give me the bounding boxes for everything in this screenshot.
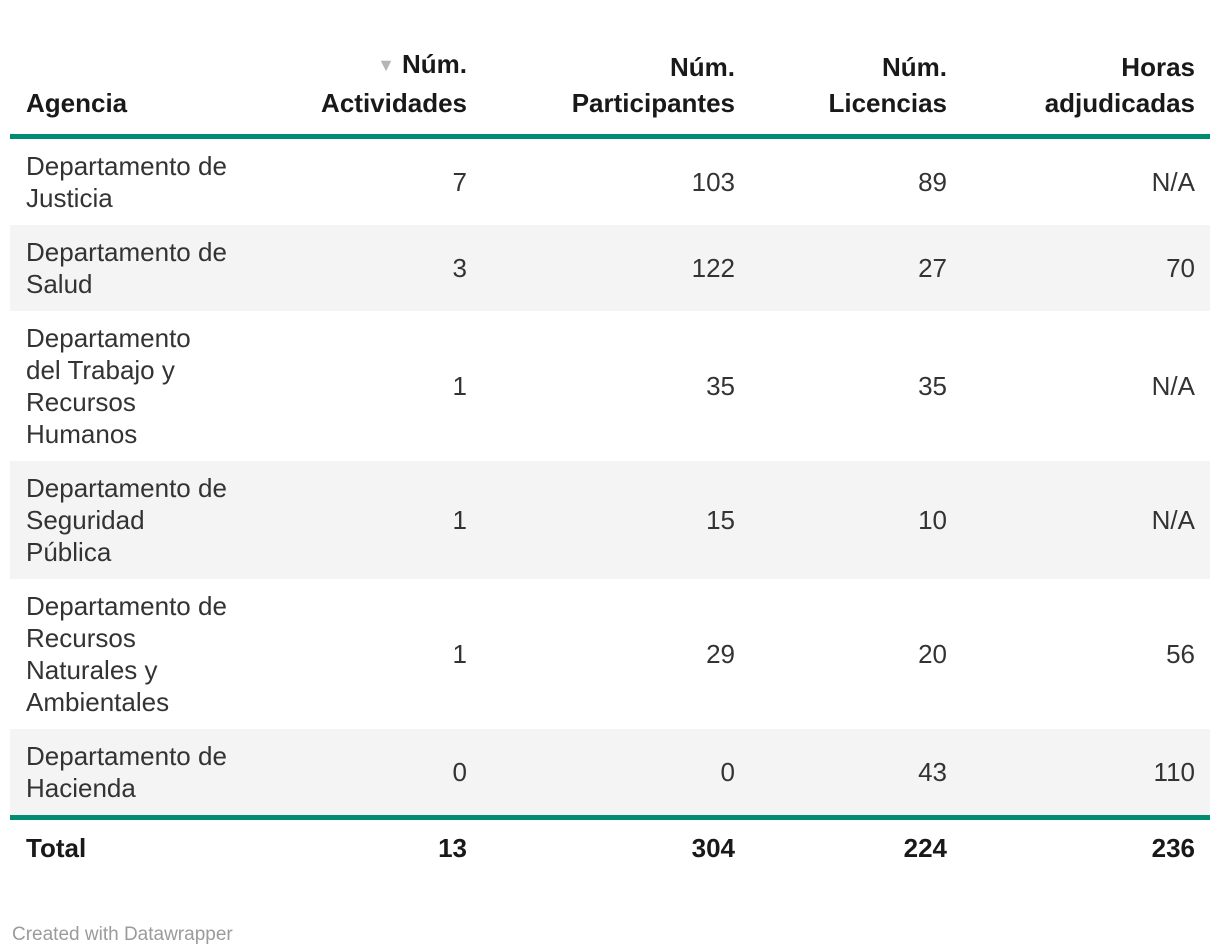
- column-header-agencia[interactable]: Agencia: [10, 46, 247, 139]
- agency-cell: Departamento de Seguridad Pública: [10, 461, 247, 579]
- licencias-cell: 10: [735, 461, 947, 579]
- column-header-participantes[interactable]: Núm. Participantes: [467, 46, 735, 139]
- agency-cell: Departamento de Recursos Naturales y Amb…: [26, 591, 227, 717]
- agency-cell: Departamento de Hacienda: [10, 729, 247, 818]
- total-actividades-cell: 13: [247, 815, 467, 878]
- table-body: Departamento de Justicia 7 103 89 N/A Departa…: [10, 137, 1210, 818]
- horas-cell: 56: [1166, 639, 1195, 669]
- total-participantes-cell: 304: [467, 815, 735, 878]
- datawrapper-attribution-link[interactable]: Created with Datawrapper: [12, 924, 233, 945]
- column-header-label: Núm. Actividades: [321, 49, 467, 118]
- sort-descending-icon: ▼: [377, 55, 395, 75]
- horas-cell: N/A: [1151, 167, 1195, 197]
- actividades-cell: 1: [452, 639, 467, 669]
- participantes-cell: 29: [706, 639, 735, 669]
- horas-cell: 70: [947, 225, 1210, 311]
- licencias-cell: 27: [735, 225, 947, 311]
- table-row: Departamento de Salud 3 122 27 70: [10, 225, 1210, 311]
- table-footer: Total 13 304 224 236: [10, 815, 1210, 878]
- column-header-label: Núm. Participantes: [571, 52, 735, 118]
- agency-cell: Departamento de Justicia: [26, 151, 227, 213]
- table-row: Departamento de Seguridad Pública 1 15 10 N/…: [10, 461, 1210, 579]
- agency-cell: Departamento de Salud: [10, 225, 247, 311]
- data-table: Agencia ▼ Núm. Actividades Núm. Participant…: [10, 46, 1210, 878]
- table-header-row: Agencia ▼ Núm. Actividades Núm. Participant…: [10, 46, 1210, 139]
- actividades-cell: 1: [452, 371, 467, 401]
- agency-cell: Departamento del Trabajo y Recursos Huma…: [26, 323, 191, 449]
- licencias-cell: 43: [735, 729, 947, 818]
- column-header-licencias[interactable]: Núm. Licencias: [735, 46, 947, 139]
- licencias-cell: 89: [918, 167, 947, 197]
- column-header-label: Núm. Licencias: [828, 52, 947, 118]
- column-header-label: Horas adjudicadas: [1044, 52, 1195, 118]
- participantes-cell: 15: [467, 461, 735, 579]
- participantes-cell: 0: [467, 729, 735, 818]
- actividades-cell: 3: [247, 225, 467, 311]
- horas-cell: N/A: [1151, 371, 1195, 401]
- actividades-cell: 0: [247, 729, 467, 818]
- column-header-horas[interactable]: Horas adjudicadas: [947, 46, 1210, 139]
- actividades-cell: 1: [247, 461, 467, 579]
- participantes-cell: 103: [691, 167, 735, 197]
- total-licencias-cell: 224: [735, 815, 947, 878]
- horas-cell: 110: [947, 729, 1210, 818]
- table-row: Departamento del Trabajo y Recursos Huma…: [10, 311, 1210, 461]
- total-row: Total 13 304 224 236: [10, 815, 1210, 878]
- table-header: Agencia ▼ Núm. Actividades Núm. Participant…: [10, 46, 1210, 139]
- attribution: Created with Datawrapper: [12, 924, 1210, 946]
- horas-cell: N/A: [947, 461, 1210, 579]
- total-horas-cell: 236: [947, 815, 1210, 878]
- participantes-cell: 122: [467, 225, 735, 311]
- column-header-label: Agencia: [26, 88, 128, 118]
- actividades-cell: 7: [452, 167, 467, 197]
- table-row: Departamento de Recursos Naturales y Amb…: [10, 579, 1210, 729]
- table-row: Departamento de Hacienda 0 0 43 110: [10, 729, 1210, 818]
- licencias-cell: 35: [918, 371, 947, 401]
- total-label-cell: Total: [10, 815, 247, 878]
- column-header-actividades[interactable]: ▼ Núm. Actividades: [247, 46, 467, 139]
- table-row: Departamento de Justicia 7 103 89 N/A: [10, 137, 1210, 226]
- licencias-cell: 20: [918, 639, 947, 669]
- participantes-cell: 35: [706, 371, 735, 401]
